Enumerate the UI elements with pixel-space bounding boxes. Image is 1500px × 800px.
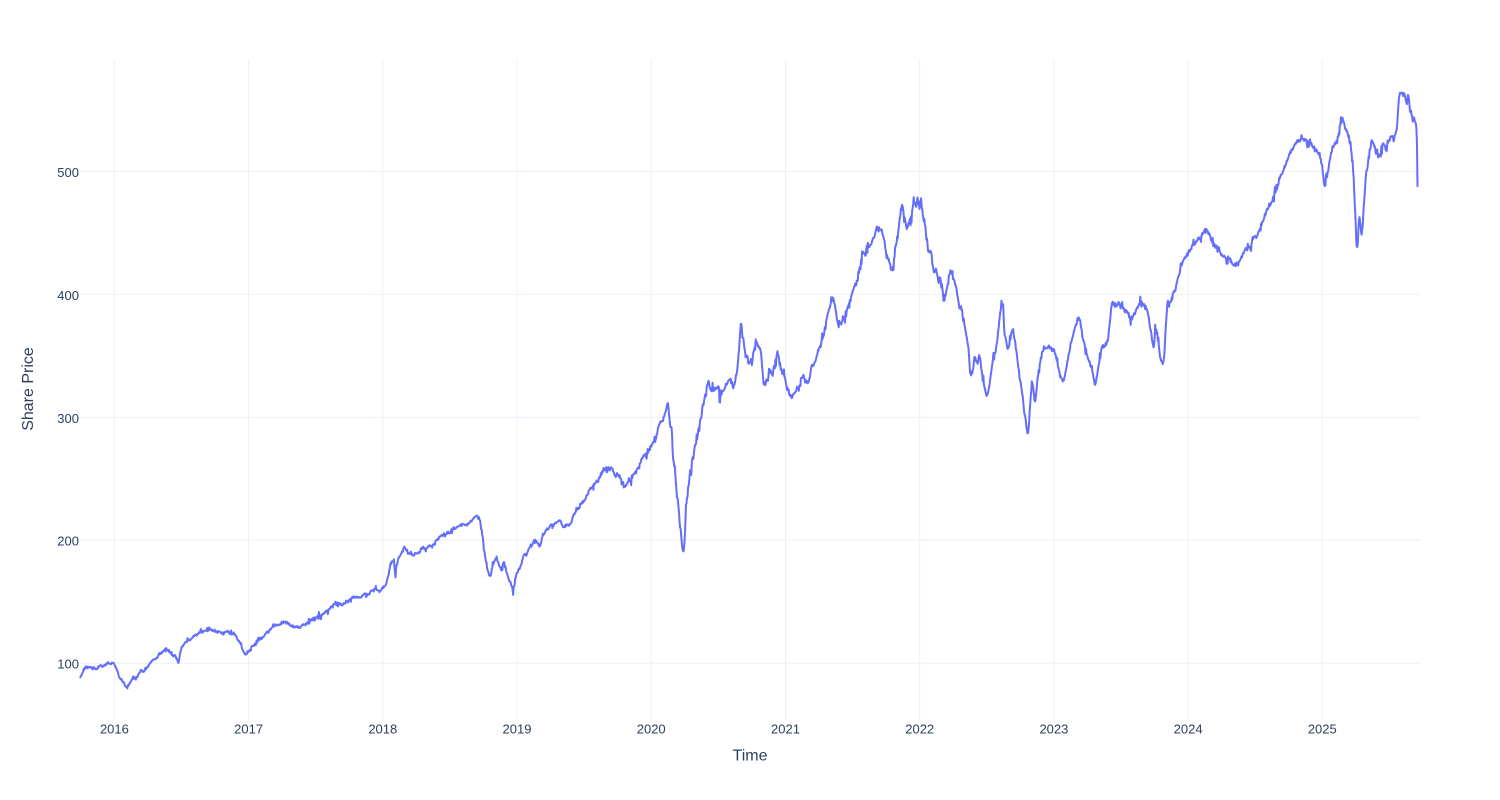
svg-text:100: 100: [57, 657, 79, 672]
svg-text:2018: 2018: [368, 721, 397, 736]
svg-text:2017: 2017: [234, 721, 263, 736]
svg-text:2025: 2025: [1308, 721, 1337, 736]
svg-text:2024: 2024: [1174, 721, 1203, 736]
svg-text:Time: Time: [733, 748, 768, 765]
svg-text:2019: 2019: [503, 721, 532, 736]
svg-text:2020: 2020: [637, 721, 666, 736]
svg-text:2016: 2016: [100, 721, 129, 736]
svg-text:2021: 2021: [771, 721, 800, 736]
svg-text:500: 500: [57, 165, 79, 180]
svg-text:Share Price: Share Price: [20, 347, 37, 431]
svg-text:400: 400: [57, 288, 79, 303]
svg-text:200: 200: [57, 534, 79, 549]
svg-text:2023: 2023: [1039, 721, 1068, 736]
svg-text:300: 300: [57, 411, 79, 426]
svg-text:2022: 2022: [905, 721, 934, 736]
